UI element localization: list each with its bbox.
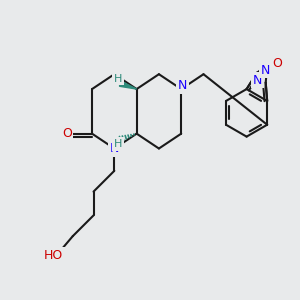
Text: N: N <box>178 79 188 92</box>
Text: HO: HO <box>44 249 63 262</box>
Text: O: O <box>272 57 282 70</box>
Text: N: N <box>253 74 262 87</box>
Text: N: N <box>261 64 270 77</box>
Text: H: H <box>114 74 122 84</box>
Text: H: H <box>114 139 122 149</box>
Polygon shape <box>119 81 136 89</box>
Text: O: O <box>62 127 72 140</box>
Text: N: N <box>110 142 119 155</box>
